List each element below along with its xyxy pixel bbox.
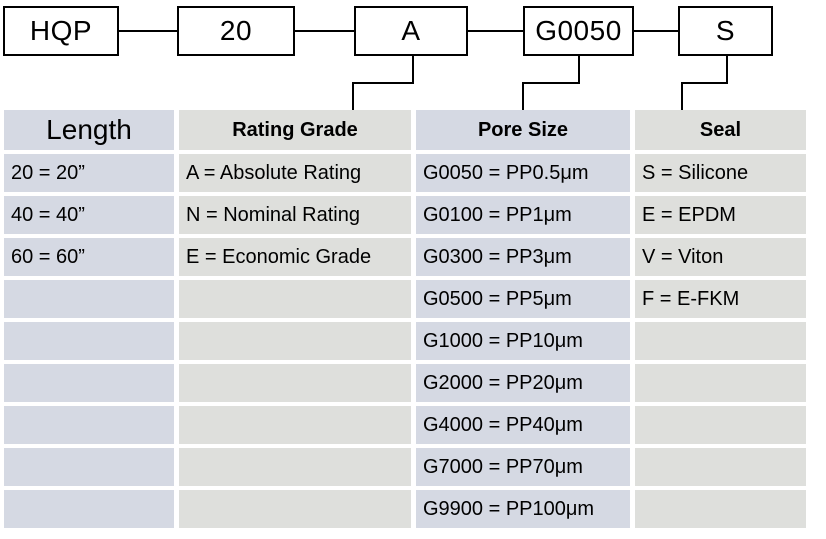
connector-seal-box-to-column bbox=[681, 56, 728, 112]
code-box-seal-label: S bbox=[715, 15, 736, 46]
cell-length-6 bbox=[4, 406, 174, 444]
code-box-rating-grade-label: A bbox=[401, 15, 421, 46]
cell-pore-size-4: G1000 = PP10μm bbox=[416, 322, 630, 360]
code-box-series: HQP bbox=[3, 6, 119, 56]
cell-rating-grade-7 bbox=[179, 448, 411, 486]
code-box-rating-grade: A bbox=[354, 6, 468, 56]
cell-rating-grade-4 bbox=[179, 322, 411, 360]
cell-rating-grade-6 bbox=[179, 406, 411, 444]
code-box-pore-size: G0050 bbox=[523, 6, 634, 56]
cell-pore-size-6: G4000 = PP40μm bbox=[416, 406, 630, 444]
cell-seal-3: F = E-FKM bbox=[635, 280, 806, 318]
cell-rating-grade-0: A = Absolute Rating bbox=[179, 154, 411, 192]
cell-pore-size-1: G0100 = PP1μm bbox=[416, 196, 630, 234]
cell-length-1: 40 = 40” bbox=[4, 196, 174, 234]
connector-grade-box-to-column bbox=[352, 56, 414, 112]
cell-seal-8 bbox=[635, 490, 806, 528]
cell-seal-1: E = EPDM bbox=[635, 196, 806, 234]
column-rating-grade: Rating Grade A = Absolute Rating N = Nom… bbox=[179, 110, 411, 528]
code-box-length-label: 20 bbox=[219, 15, 253, 46]
cell-seal-4 bbox=[635, 322, 806, 360]
column-pore-size: Pore Size G0050 = PP0.5μm G0100 = PP1μm … bbox=[416, 110, 630, 528]
column-header-rating-grade: Rating Grade bbox=[179, 110, 411, 150]
column-header-seal: Seal bbox=[635, 110, 806, 150]
cell-rating-grade-3 bbox=[179, 280, 411, 318]
cell-seal-6 bbox=[635, 406, 806, 444]
cell-seal-7 bbox=[635, 448, 806, 486]
column-header-length: Length bbox=[4, 110, 174, 150]
column-header-pore-size: Pore Size bbox=[416, 110, 630, 150]
cell-rating-grade-8 bbox=[179, 490, 411, 528]
connector-pore-box-to-column bbox=[522, 56, 580, 112]
cell-rating-grade-2: E = Economic Grade bbox=[179, 238, 411, 276]
cell-length-0: 20 = 20” bbox=[4, 154, 174, 192]
cell-pore-size-2: G0300 = PP3μm bbox=[416, 238, 630, 276]
cell-length-2: 60 = 60” bbox=[4, 238, 174, 276]
cell-pore-size-3: G0500 = PP5μm bbox=[416, 280, 630, 318]
code-box-seal: S bbox=[678, 6, 773, 56]
cell-length-5 bbox=[4, 364, 174, 402]
cell-pore-size-7: G7000 = PP70μm bbox=[416, 448, 630, 486]
cell-length-7 bbox=[4, 448, 174, 486]
cell-length-8 bbox=[4, 490, 174, 528]
cell-rating-grade-1: N = Nominal Rating bbox=[179, 196, 411, 234]
column-length: Length 20 = 20” 40 = 40” 60 = 60” bbox=[4, 110, 174, 528]
cell-pore-size-8: G9900 = PP100μm bbox=[416, 490, 630, 528]
cell-length-4 bbox=[4, 322, 174, 360]
code-box-length: 20 bbox=[177, 6, 295, 56]
code-box-pore-size-label: G0050 bbox=[535, 15, 622, 46]
cell-rating-grade-5 bbox=[179, 364, 411, 402]
cell-seal-2: V = Viton bbox=[635, 238, 806, 276]
code-box-series-label: HQP bbox=[29, 15, 93, 46]
cell-seal-0: S = Silicone bbox=[635, 154, 806, 192]
cell-pore-size-5: G2000 = PP20μm bbox=[416, 364, 630, 402]
cell-pore-size-0: G0050 = PP0.5μm bbox=[416, 154, 630, 192]
column-seal: Seal S = Silicone E = EPDM V = Viton F =… bbox=[635, 110, 806, 528]
cell-length-3 bbox=[4, 280, 174, 318]
cell-seal-5 bbox=[635, 364, 806, 402]
